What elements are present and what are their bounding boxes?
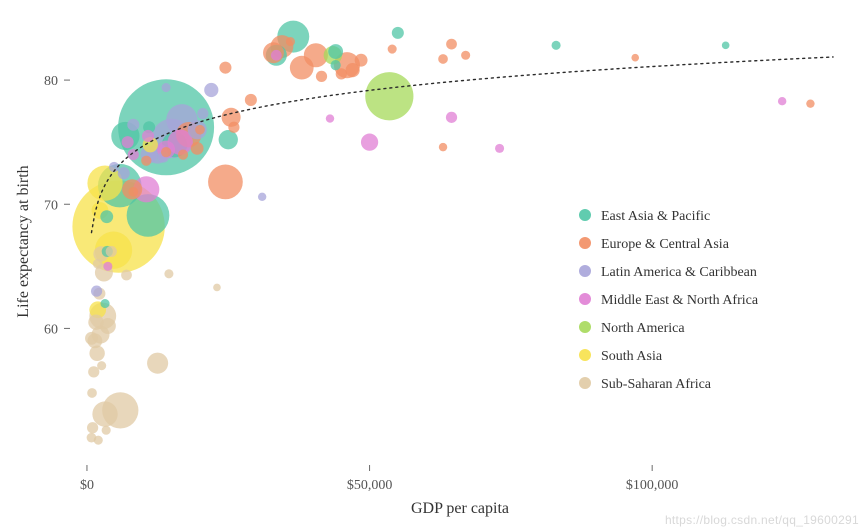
bubble[interactable] [552, 41, 561, 50]
bubble[interactable] [128, 149, 139, 160]
bubble-chart: $0 $50,000 $100,000 GDP per capita 60 70 80 Lif… [0, 0, 865, 531]
bubble[interactable] [178, 149, 188, 159]
legend-label[interactable]: Sub-Saharan Africa [601, 377, 712, 392]
bubble[interactable] [439, 143, 447, 151]
legend-marker [579, 209, 591, 221]
bubble[interactable] [162, 83, 171, 92]
bubble[interactable] [118, 167, 130, 179]
bubble[interactable] [161, 147, 171, 157]
bubble[interactable] [197, 108, 208, 119]
bubble[interactable] [245, 94, 257, 106]
legend-label[interactable]: Europe & Central Asia [601, 237, 730, 252]
bubble[interactable] [208, 165, 243, 200]
y-axis-label: Life expectancy at birth [15, 165, 32, 317]
bubble[interactable] [85, 332, 98, 345]
bubble[interactable] [204, 83, 218, 97]
y-tick-label: 60 [44, 322, 58, 337]
bubble[interactable] [806, 99, 814, 107]
y-tick-label: 70 [44, 198, 58, 213]
bubble[interactable] [147, 353, 168, 374]
bubble[interactable] [164, 269, 173, 278]
legend-marker [579, 349, 591, 361]
bubble[interactable] [87, 422, 98, 433]
bubble[interactable] [446, 39, 457, 50]
bubble[interactable] [219, 62, 231, 74]
bubble[interactable] [631, 54, 639, 62]
bubble[interactable] [92, 401, 117, 426]
bubble[interactable] [392, 27, 404, 39]
bubble[interactable] [100, 210, 113, 223]
watermark-text: https://blog.csdn.net/qq_19600291 [665, 513, 859, 527]
bubble[interactable] [97, 361, 106, 370]
bubble[interactable] [94, 436, 103, 445]
bubble[interactable] [388, 44, 397, 53]
bubble[interactable] [100, 299, 109, 308]
bubble[interactable] [446, 112, 457, 123]
bubble[interactable] [122, 136, 134, 148]
bubble[interactable] [328, 44, 343, 59]
x-tick-label: $100,000 [626, 478, 679, 493]
bubble[interactable] [103, 262, 112, 271]
bubble[interactable] [271, 50, 282, 61]
bubble[interactable] [438, 54, 448, 64]
bubble[interactable] [88, 366, 99, 377]
bubble[interactable] [495, 144, 504, 153]
legend-label[interactable]: East Asia & Pacific [601, 209, 710, 224]
x-tick-label: $50,000 [347, 478, 393, 493]
bubble[interactable] [290, 56, 314, 80]
legend-label[interactable]: Latin America & Caribbean [601, 265, 757, 280]
bubble[interactable] [102, 426, 111, 435]
bubble[interactable] [228, 122, 239, 133]
legend-marker [579, 377, 591, 389]
bubble[interactable] [365, 72, 413, 120]
legend-marker [579, 293, 591, 305]
bubble[interactable] [106, 246, 117, 257]
legend-label[interactable]: Middle East & North Africa [601, 293, 759, 308]
chart-container: $0 $50,000 $100,000 GDP per capita 60 70 80 Lif… [0, 0, 865, 531]
x-axis-label: GDP per capita [411, 500, 509, 517]
bubble[interactable] [355, 54, 368, 67]
bubble[interactable] [128, 187, 138, 197]
legend-marker [579, 265, 591, 277]
bubble[interactable] [258, 193, 266, 201]
x-tick-label: $0 [80, 478, 94, 493]
bubble[interactable] [93, 259, 103, 269]
bubble[interactable] [121, 270, 132, 281]
bubble[interactable] [219, 130, 238, 149]
bubble[interactable] [141, 156, 151, 166]
bubble[interactable] [316, 71, 327, 82]
bubble[interactable] [461, 51, 470, 60]
bubble[interactable] [361, 134, 378, 151]
bubble[interactable] [722, 42, 730, 50]
legend-label[interactable]: North America [601, 321, 685, 336]
bubble[interactable] [88, 315, 103, 330]
bubble[interactable] [195, 125, 205, 135]
bubble[interactable] [191, 142, 204, 155]
legend-label[interactable]: South Asia [601, 349, 663, 364]
bubble[interactable] [326, 114, 334, 122]
bubble[interactable] [213, 284, 221, 292]
bubble[interactable] [778, 97, 786, 105]
bubble[interactable] [127, 119, 139, 131]
bubble[interactable] [331, 60, 341, 70]
legend-marker [579, 237, 591, 249]
y-tick-label: 80 [44, 74, 58, 89]
legend-marker [579, 321, 591, 333]
bubble[interactable] [286, 37, 295, 46]
bubble[interactable] [87, 388, 97, 398]
bubble[interactable] [91, 286, 102, 297]
